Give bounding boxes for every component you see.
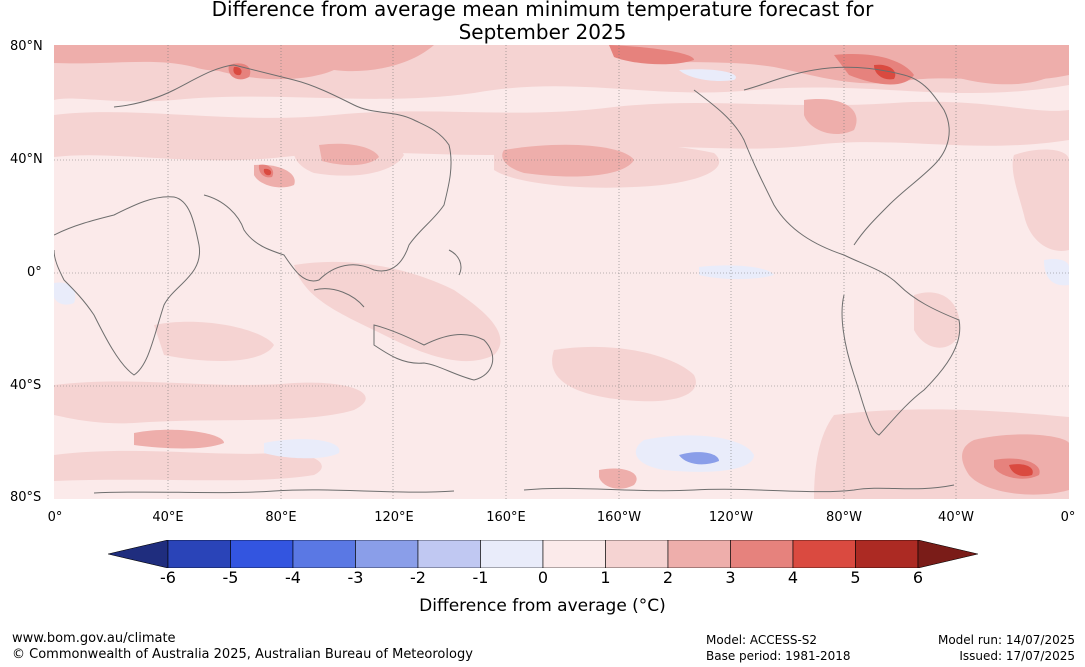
colorbar-tick-label: 3 — [725, 568, 736, 587]
lon-label-160w: 160°W — [596, 510, 642, 525]
lon-label-120e: 120°E — [374, 510, 414, 525]
anomaly-2-3-regions — [54, 45, 1069, 495]
lon-label-160e: 160°E — [486, 510, 526, 525]
anomaly-cool-core — [679, 452, 719, 465]
colorbar-tick-label: 2 — [662, 568, 674, 587]
colorbar-tick-label: 4 — [787, 568, 799, 587]
colorbar-segment — [605, 540, 669, 568]
lat-label-80n: 80°N — [10, 39, 43, 54]
lon-label-80w: 80°W — [826, 510, 862, 525]
colorbar-tick-label: 6 — [912, 568, 924, 587]
lon-label-80e: 80°E — [265, 510, 297, 525]
lon-label-40e: 40°E — [152, 510, 184, 525]
temperature-anomaly-map — [54, 45, 1069, 499]
colorbar-segment — [355, 540, 419, 568]
copyright-text: © Commonwealth of Australia 2025, Austra… — [12, 647, 473, 662]
colorbar-title: Difference from average (°C) — [419, 596, 666, 616]
lon-label-0-left: 0° — [47, 510, 63, 525]
colorbar-segment — [792, 540, 856, 568]
colorbar-tick-label: -6 — [160, 568, 176, 587]
map-title-line2: September 2025 — [458, 20, 627, 44]
lon-label-120w: 120°W — [708, 510, 754, 525]
bom-url[interactable]: www.bom.gov.au/climate — [12, 631, 176, 646]
colorbar-extend-high — [917, 540, 978, 568]
colorbar-tick-label: -5 — [222, 568, 239, 587]
colorbar-segment — [855, 540, 919, 568]
colorbar-tick-label: -2 — [410, 568, 426, 587]
colorbar-segment — [417, 540, 481, 568]
map-title-line1: Difference from average mean minimum tem… — [211, 0, 874, 21]
model-run-date: Model run: 14/07/2025 — [937, 633, 1075, 647]
colorbar-segment — [480, 540, 544, 568]
colorbar-tick-label: -4 — [285, 568, 301, 587]
colorbar-tick-label: -1 — [472, 568, 489, 587]
colorbar-segments — [108, 540, 978, 568]
lat-label-80s: 80°S — [10, 490, 42, 505]
anomaly-4-5-regions — [233, 64, 1033, 477]
colorbar-tick-label: -3 — [347, 568, 364, 587]
lon-label-0-right: 0° — [1060, 510, 1076, 525]
colorbar-tick-label: 1 — [600, 568, 611, 587]
colorbar-extend-low — [108, 540, 169, 568]
colorbar-segment — [230, 540, 294, 568]
anomaly-cool-regions — [54, 69, 1069, 472]
colorbar-segment — [167, 540, 231, 568]
colorbar-segment — [667, 540, 731, 568]
coastlines — [54, 64, 961, 494]
model-name: Model: ACCESS-S2 — [706, 633, 818, 647]
lat-label-40n: 40°N — [10, 152, 43, 167]
graticule — [54, 45, 1069, 499]
base-period: Base period: 1981-2018 — [706, 649, 851, 663]
colorbar-tick-label: 5 — [850, 568, 861, 587]
lat-label-40s: 40°S — [10, 378, 42, 393]
lon-label-40w: 40°W — [938, 510, 974, 525]
issued-date: Issued: 17/07/2025 — [959, 649, 1075, 663]
colorbar-tick-label: 0 — [537, 568, 549, 587]
colorbar-segment — [542, 540, 606, 568]
colorbar — [108, 540, 978, 568]
colorbar-segment — [292, 540, 356, 568]
lat-label-equator: 0° — [27, 265, 42, 280]
colorbar-segment — [730, 540, 794, 568]
